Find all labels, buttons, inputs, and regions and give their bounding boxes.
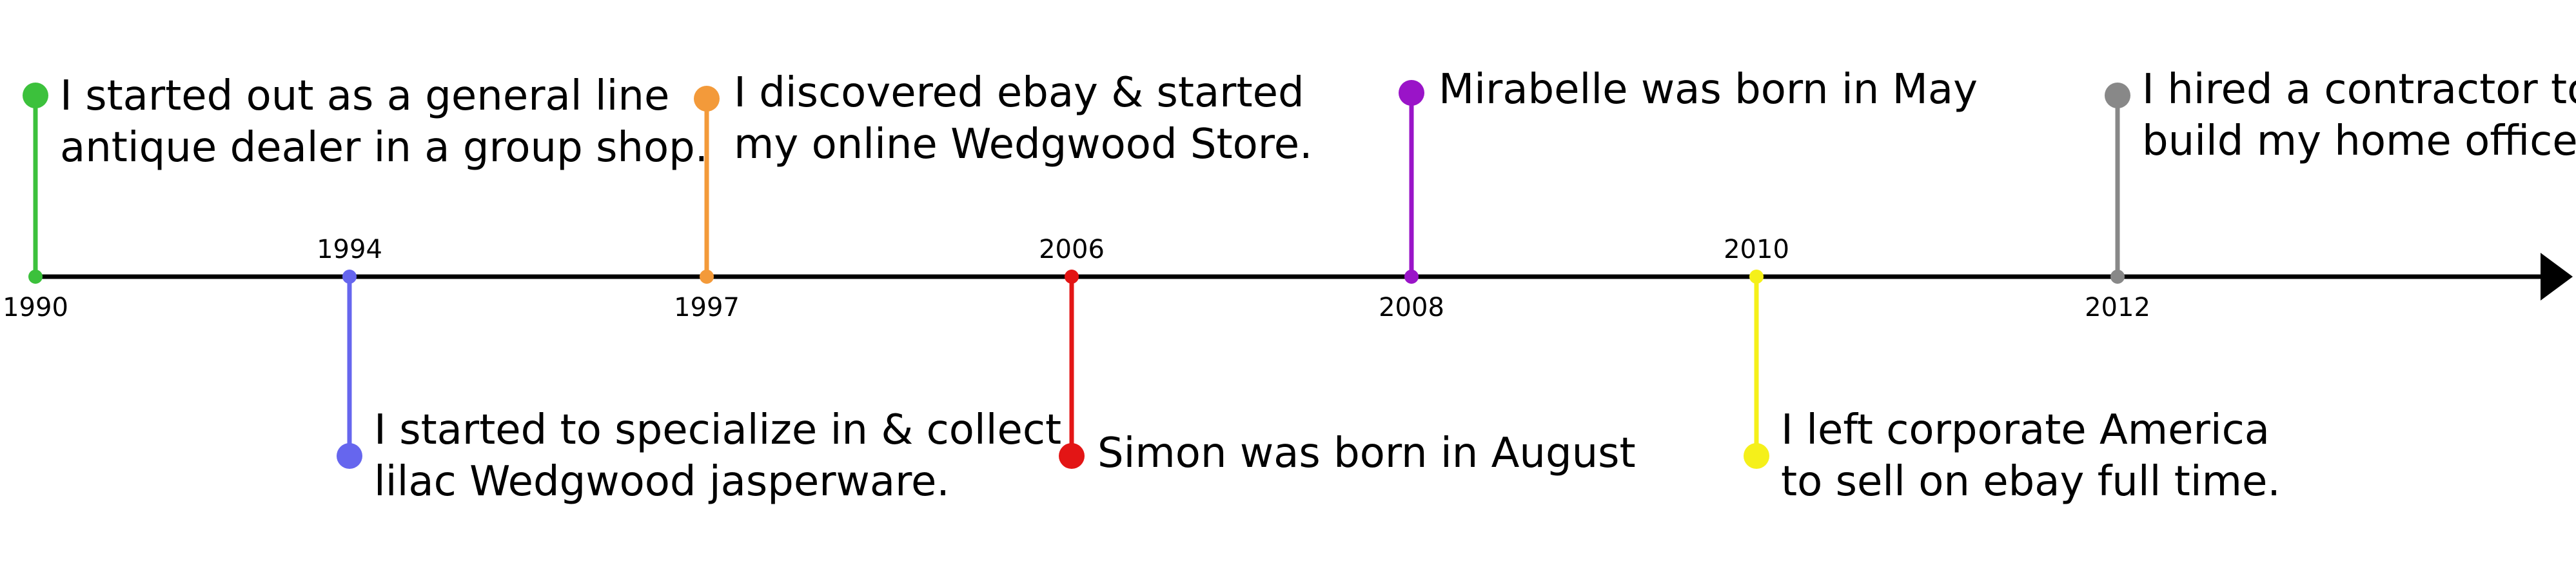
event-text-line: to sell on ebay full time. <box>1781 458 2281 506</box>
axis-marker-dot <box>1404 270 1419 284</box>
event-dot <box>2105 83 2130 108</box>
timeline-event: 2006 Simon was born in August <box>1039 235 1635 477</box>
axis-marker-dot <box>2110 270 2125 284</box>
axis-marker-dot <box>342 270 357 284</box>
timeline-arrow-icon <box>2541 253 2573 301</box>
event-dot <box>1744 443 1769 469</box>
year-label: 2010 <box>1724 235 1789 264</box>
event-dot <box>694 86 720 112</box>
axis-marker-dot <box>28 270 43 284</box>
axis-marker-dot <box>1065 270 1079 284</box>
axis-marker-dot <box>1749 270 1764 284</box>
event-dot <box>1399 80 1424 106</box>
event-text-line: I started to specialize in & collect <box>374 406 1061 454</box>
event-text-line: I hired a contractor to <box>2142 66 2576 114</box>
event-text-line: lilac Wedgwood jasperware. <box>374 458 950 506</box>
event-text-line: I left corporate America <box>1781 406 2270 454</box>
timeline-event: 1994 I started to specialize in & collect… <box>317 235 1061 506</box>
event-dot <box>1059 443 1085 469</box>
year-label: 2008 <box>1379 293 1444 322</box>
year-label: 2006 <box>1039 235 1105 264</box>
event-text-line: Simon was born in August <box>1097 430 1636 477</box>
timeline-events: 1990 I started out as a general lineantiq… <box>3 66 2576 506</box>
year-label: 1997 <box>674 293 740 322</box>
year-label: 1990 <box>3 293 68 322</box>
timeline-event: 2008 Mirabelle was born in May <box>1379 66 1978 322</box>
event-text-line: I started out as a general line <box>60 72 669 120</box>
year-label: 1994 <box>317 235 382 264</box>
axis-marker-dot <box>700 270 714 284</box>
year-label: 2012 <box>2085 293 2150 322</box>
event-text-line: build my home office <box>2142 117 2576 165</box>
event-dot <box>23 83 48 108</box>
event-text-line: Mirabelle was born in May <box>1439 66 1978 114</box>
timeline-event: 1990 I started out as a general lineantiq… <box>3 72 708 322</box>
event-text-line: my online Wedgwood Store. <box>734 121 1312 168</box>
event-text-line: I discovered ebay & started <box>734 69 1304 117</box>
event-text-line: antique dealer in a group shop. <box>60 124 708 172</box>
event-dot <box>337 443 362 469</box>
